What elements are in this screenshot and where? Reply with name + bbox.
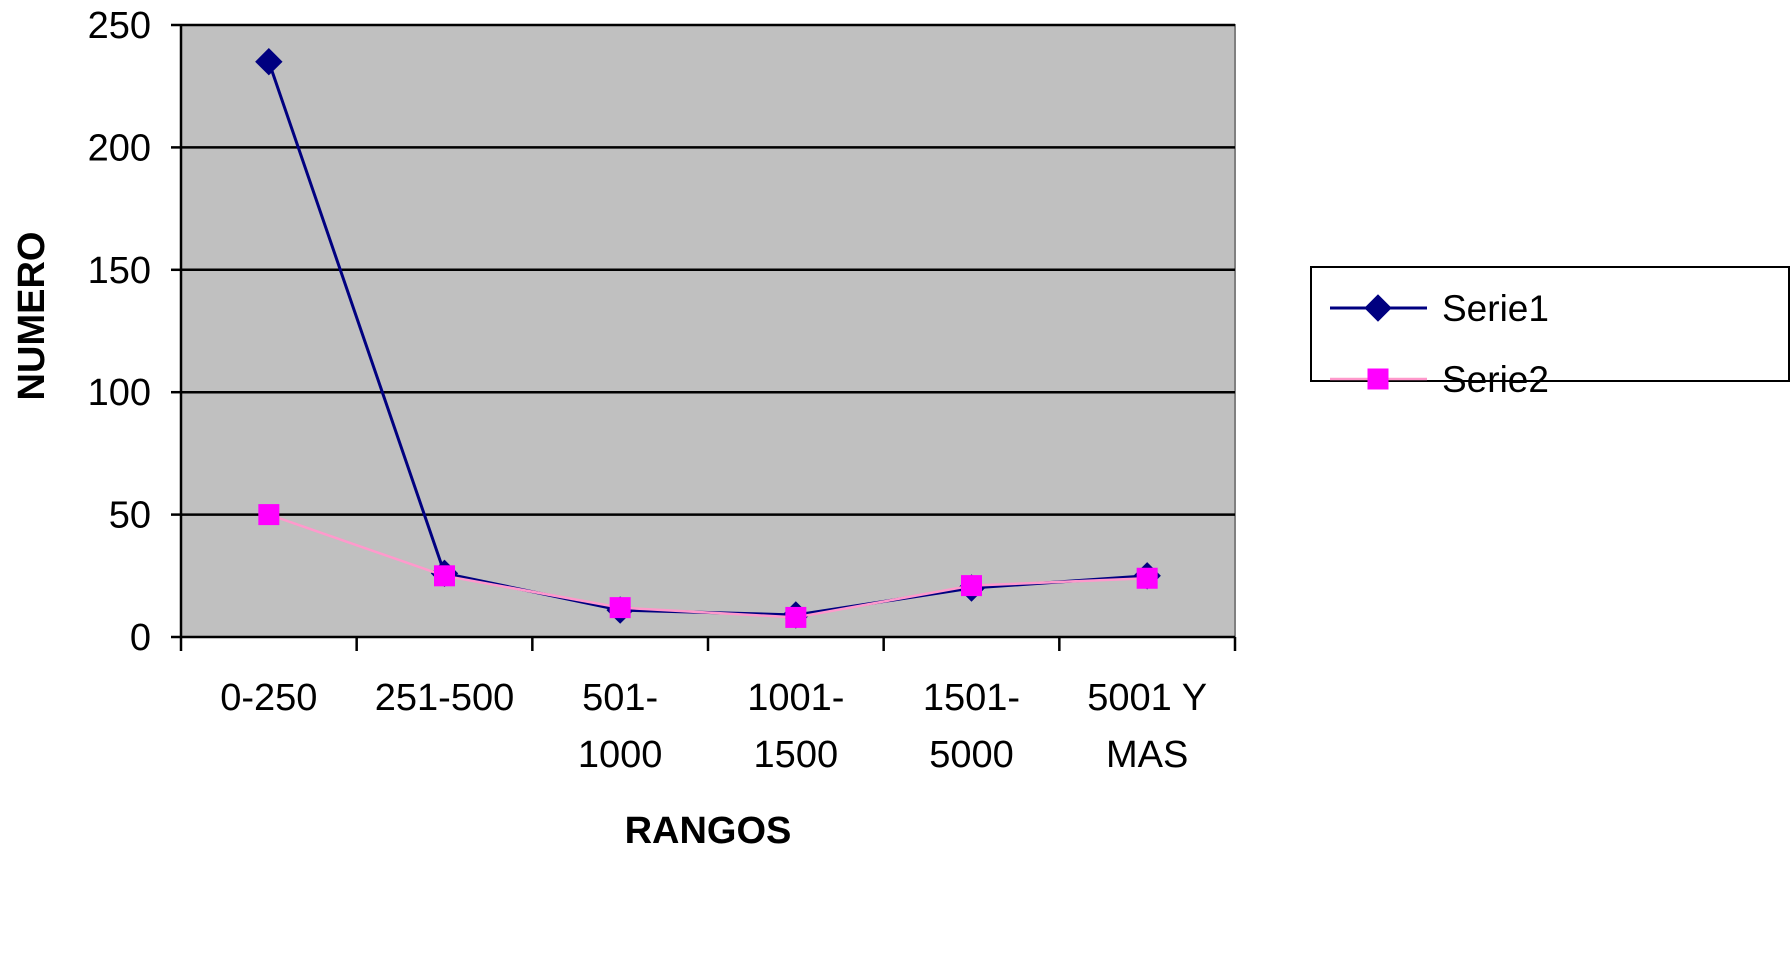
- data-point: [961, 575, 982, 597]
- data-point: [1136, 567, 1158, 589]
- x-tick-label: 1501-5000: [923, 677, 1020, 776]
- plot-area: [180, 24, 1236, 638]
- data-point: [255, 48, 283, 76]
- legend-marker: [1367, 368, 1389, 390]
- y-tick-labels: 0 50 100 150 200 250: [88, 5, 151, 659]
- y-tick-label: 200: [88, 127, 151, 169]
- data-point: [609, 597, 631, 619]
- series-line: [268, 513, 1148, 619]
- y-tick-label: 0: [130, 617, 151, 659]
- x-tick-label: 501-1000: [578, 677, 663, 776]
- legend-label: Serie2: [1442, 359, 1549, 400]
- axes: [171, 23, 1237, 651]
- data-point: [258, 504, 280, 526]
- y-tick-label: 150: [88, 250, 151, 292]
- grid-lines: [181, 23, 1235, 516]
- series: [255, 48, 1161, 629]
- x-axis-title: RANGOS: [625, 810, 792, 852]
- legend: Serie1 Serie2: [1310, 266, 1790, 400]
- x-tick-label: 251-500: [375, 677, 514, 719]
- legend-marker: [1364, 294, 1392, 322]
- data-point: [785, 606, 807, 628]
- legend-label: Serie1: [1442, 288, 1549, 329]
- x-tick-labels: 0-250 251-500 501-1000 1001-1500 1501-5000 50…: [220, 677, 1207, 776]
- y-axis-title: NUMERO: [11, 232, 53, 401]
- y-tick-label: 100: [88, 372, 151, 414]
- legend-box: [1310, 266, 1790, 382]
- x-tick-label: 0-250: [220, 677, 317, 719]
- y-tick-label: 250: [88, 5, 151, 47]
- y-tick-label: 50: [109, 495, 151, 537]
- data-point: [434, 565, 455, 587]
- x-tick-label: 5001 Y MAS: [1087, 677, 1207, 776]
- x-tick-label: 1001-1500: [747, 677, 844, 776]
- series-2: [258, 504, 1158, 628]
